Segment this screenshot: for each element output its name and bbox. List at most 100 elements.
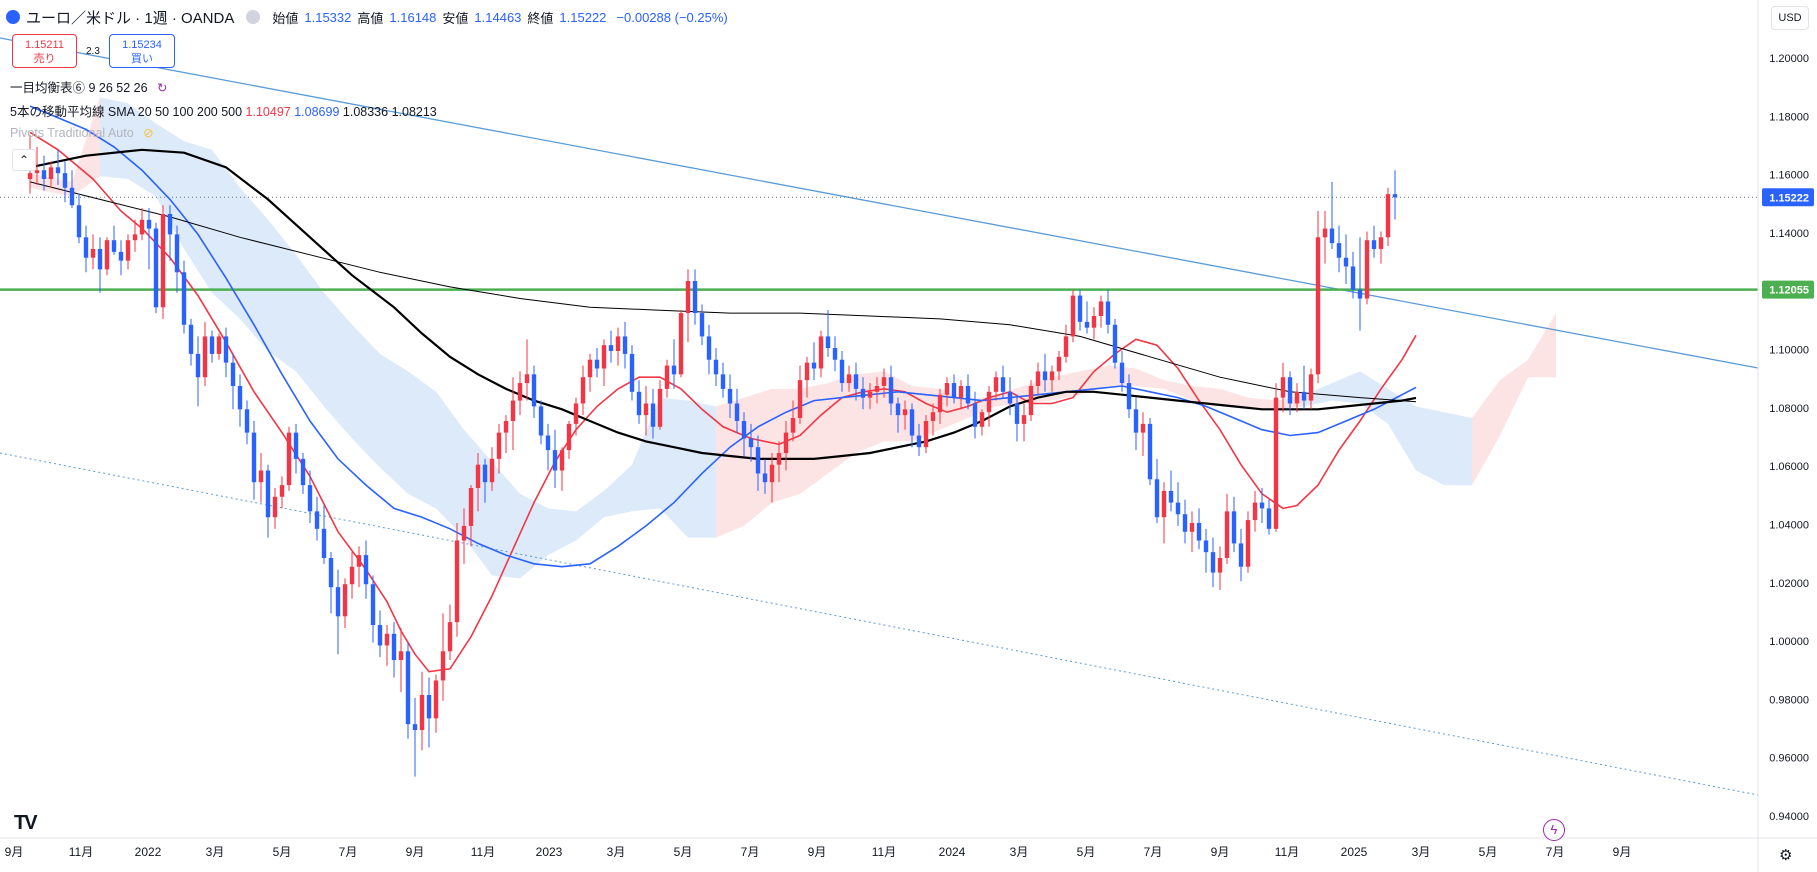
- candle: [104, 237, 110, 276]
- candle: [1154, 458, 1160, 524]
- candle: [356, 546, 362, 588]
- price-tick-label: 1.06000: [1769, 461, 1809, 473]
- candle: [930, 403, 936, 436]
- cloud-segment: [380, 353, 408, 494]
- candle-body: [916, 435, 922, 448]
- change-value: −0.00288 (−0.25%): [616, 9, 728, 25]
- candle-body: [1182, 514, 1188, 532]
- candle-body: [874, 385, 880, 392]
- candle-body: [1273, 397, 1279, 529]
- candle: [573, 397, 579, 436]
- ichimoku-legend[interactable]: 一目均衡表⑥ 9 26 52 26 ↻: [10, 77, 168, 96]
- candle-body: [1301, 391, 1307, 401]
- candle: [1196, 508, 1202, 550]
- candle: [944, 377, 950, 407]
- candle-body: [76, 205, 82, 238]
- candle-body: [1014, 403, 1020, 424]
- cloud-segment: [1332, 371, 1360, 404]
- candle-body: [314, 511, 320, 529]
- candle: [1357, 237, 1363, 331]
- buy-button[interactable]: 1.15234 買い: [109, 34, 175, 68]
- candle-body: [699, 313, 705, 337]
- candle: [90, 234, 96, 270]
- cloud-segment: [324, 292, 352, 439]
- sma-line-3: [29, 148, 1417, 460]
- candle: [314, 496, 320, 541]
- candle-body: [174, 234, 180, 273]
- buy-label: 買い: [131, 53, 153, 65]
- time-tick-label: 9月: [1211, 845, 1230, 859]
- candle: [1322, 211, 1328, 264]
- candle: [1028, 380, 1034, 421]
- lightning-icon[interactable]: ϟ: [1543, 819, 1565, 841]
- candle: [895, 397, 901, 433]
- candle-body: [328, 557, 334, 588]
- candle-body: [734, 403, 740, 421]
- candle: [1378, 231, 1384, 264]
- candle-body: [139, 219, 145, 235]
- candle-body: [804, 362, 810, 381]
- sell-button[interactable]: 1.15211 売り: [12, 34, 77, 68]
- time-axis: 9月 11月 2022 3月 5月 7月 9月 11月 2023 3月 5月 7月 9月 11月 2024 3…: [0, 837, 1817, 859]
- refresh-icon[interactable]: ↻: [157, 81, 168, 95]
- candle: [111, 225, 117, 255]
- candle: [783, 420, 789, 471]
- candle: [965, 374, 971, 410]
- candle-body: [867, 391, 873, 398]
- candle-body: [181, 272, 187, 325]
- candle: [321, 505, 327, 564]
- candle: [517, 371, 523, 416]
- hidden-eye-icon[interactable]: ⊘: [143, 126, 154, 140]
- candle: [307, 470, 313, 524]
- candle: [1077, 289, 1083, 331]
- cloud-segment: [1220, 388, 1248, 410]
- time-tick-label: 9月: [406, 845, 425, 859]
- candle-body: [1322, 228, 1328, 238]
- candle-body: [321, 528, 327, 558]
- candle: [888, 365, 894, 416]
- candle: [881, 368, 887, 398]
- candle-body: [587, 359, 593, 378]
- sma-legend[interactable]: 5本の移動平均線 SMA 20 50 100 200 500 1.10497 1…: [10, 101, 437, 120]
- candle-body: [1140, 423, 1146, 433]
- settings-gear-icon[interactable]: ⚙: [1779, 847, 1793, 864]
- cloud-segment: [1500, 359, 1528, 436]
- candle: [468, 485, 474, 547]
- collapse-legend-button[interactable]: ⌃: [12, 149, 36, 171]
- candle-body: [69, 187, 75, 206]
- candle: [405, 642, 411, 739]
- candle-body: [27, 173, 33, 179]
- candle: [118, 240, 124, 276]
- candle: [790, 400, 796, 442]
- candle: [846, 365, 852, 392]
- candle-body: [195, 353, 201, 378]
- candle: [335, 569, 341, 655]
- candle: [958, 380, 964, 410]
- candle-body: [230, 362, 236, 386]
- candle-body: [1070, 295, 1076, 337]
- currency-selector[interactable]: USD: [1771, 6, 1809, 30]
- candle: [1175, 482, 1181, 526]
- candle-body: [412, 724, 418, 730]
- minus-icon[interactable]: [246, 10, 261, 24]
- candle: [181, 260, 187, 334]
- candle-body: [559, 450, 565, 471]
- candle-body: [132, 234, 138, 241]
- candle-body: [1378, 237, 1384, 249]
- candle: [300, 453, 306, 494]
- time-tick-label: 2023: [536, 845, 563, 859]
- candle: [174, 225, 180, 293]
- candle: [34, 146, 40, 185]
- candle: [720, 362, 726, 398]
- candle: [727, 374, 733, 419]
- cloud-segment: [352, 324, 380, 468]
- tradingview-logo-icon[interactable]: TV: [14, 812, 38, 834]
- high-value: 1.16148: [389, 9, 437, 25]
- buy-price: 1.15234: [122, 39, 162, 51]
- pivots-legend[interactable]: Pivots Traditional Auto ⊘: [10, 125, 154, 140]
- symbol-title[interactable]: ユーロ／米ドル · 1週 · OANDA: [26, 9, 235, 27]
- candle-body: [811, 362, 817, 369]
- candle-body: [468, 488, 474, 526]
- candle-body: [580, 377, 586, 404]
